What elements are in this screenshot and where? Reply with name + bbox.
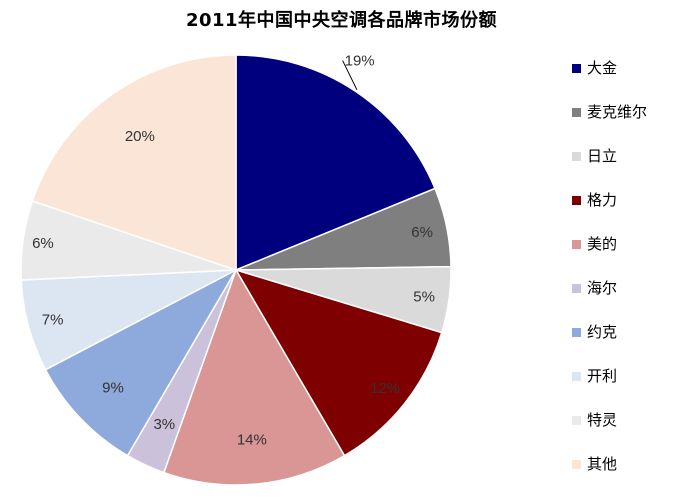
legend-swatch: [572, 371, 581, 381]
slice-data-label-2: 6%: [411, 224, 433, 241]
legend-swatch: [572, 151, 581, 161]
label-leader-line: [342, 60, 358, 91]
slice-data-label-1: 19%: [345, 53, 375, 70]
pie-slice-4: [234, 268, 443, 457]
slice-data-label-9: 6%: [32, 235, 54, 252]
pie-slice-5: [162, 268, 346, 486]
legend-item: 其他: [572, 454, 617, 474]
legend-item: 开利: [572, 366, 617, 386]
legend-swatch: [572, 239, 581, 249]
legend-label: 日立: [587, 147, 618, 165]
legend-label: 大金: [587, 59, 618, 77]
pie-slice-10: [31, 54, 237, 272]
legend-item: 海尔: [572, 278, 617, 298]
slice-data-label-6: 3%: [153, 416, 175, 433]
legend-label: 海尔: [587, 279, 618, 297]
legend-label: 麦克维尔: [587, 103, 648, 121]
legend-item: 日立: [572, 146, 617, 166]
legend-item: 约克: [572, 322, 617, 342]
chart-title: 2011年中国中央空调各品牌市场份额: [185, 10, 498, 31]
slice-data-label-5: 14%: [237, 431, 267, 448]
legend-item: 大金: [572, 58, 617, 78]
legend-swatch: [572, 195, 581, 205]
legend-label: 特灵: [587, 411, 618, 429]
legend-item: 美的: [572, 234, 617, 254]
slice-data-label-4: 12%: [370, 380, 400, 397]
legend-label: 其他: [587, 455, 618, 473]
legend-swatch: [572, 327, 581, 337]
legend-label: 美的: [587, 235, 618, 253]
legend-label: 开利: [587, 367, 618, 385]
legend-item: 特灵: [572, 410, 617, 430]
legend-swatch: [572, 107, 581, 117]
slice-data-label-3: 5%: [413, 289, 435, 306]
slice-data-label-8: 7%: [42, 312, 64, 329]
legend-swatch: [572, 415, 581, 425]
legend-item: 格力: [572, 190, 617, 210]
legend-item: 麦克维尔: [572, 102, 647, 122]
legend-swatch: [572, 63, 581, 73]
pie-slice-1: [235, 54, 436, 272]
slice-data-label-10: 20%: [125, 128, 155, 145]
slice-data-label-7: 9%: [102, 379, 124, 396]
legend-label: 约克: [587, 323, 618, 341]
legend-swatch: [572, 459, 581, 469]
legend-swatch: [572, 283, 581, 293]
pie-slice-7: [44, 268, 238, 457]
legend-label: 格力: [587, 191, 618, 209]
